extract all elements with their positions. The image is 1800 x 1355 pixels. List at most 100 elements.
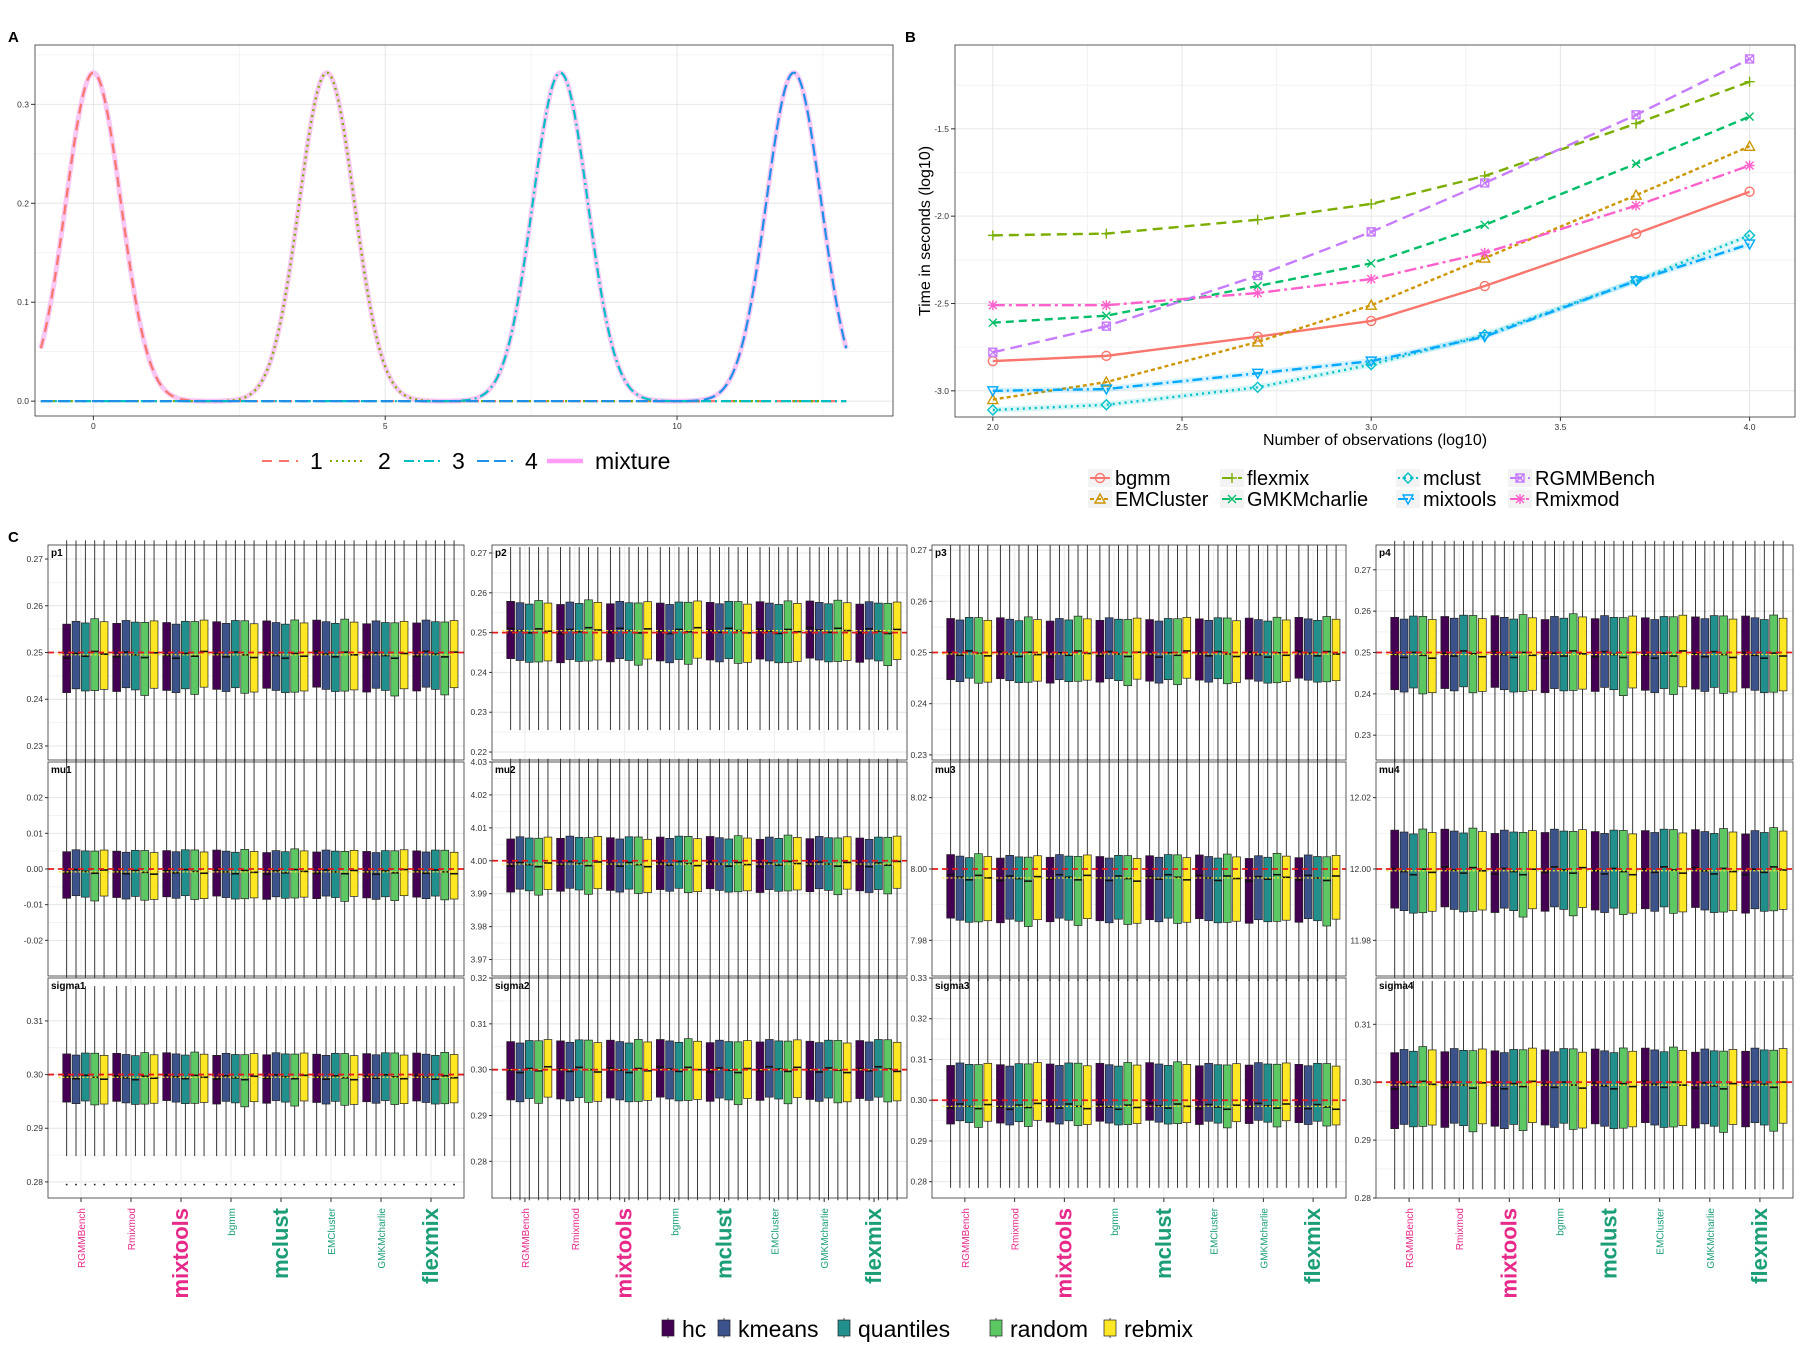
- series-RGMMBench-point: [1744, 54, 1755, 64]
- box-body: [281, 851, 290, 899]
- box-bgmm-random: [1568, 980, 1578, 1190]
- box-RGMMBench-random: [974, 975, 983, 1188]
- box-body: [1518, 1049, 1528, 1131]
- box-EMCluster-rebmix: [793, 975, 802, 1201]
- box-RGMMBench-quantiles: [1409, 758, 1418, 980]
- panel-b-xtick-label: 4.0: [1744, 422, 1756, 432]
- box-Rmixmod-random: [1468, 980, 1478, 1190]
- box-body: [874, 1039, 883, 1098]
- box-body: [643, 601, 652, 660]
- box-outlier: [65, 1183, 68, 1186]
- box-Rmixmod-random: [1024, 975, 1033, 1188]
- box-flexmix-hc: [1741, 980, 1750, 1190]
- box-body: [440, 621, 449, 696]
- box-GMKMcharlie-rebmix: [1282, 545, 1291, 760]
- facet-strip-label: mu1: [51, 765, 72, 776]
- box-outlier: [243, 1183, 246, 1186]
- box-Rmixmod-kmeans: [1005, 758, 1014, 980]
- box-outlier: [265, 1183, 268, 1186]
- box-GMKMcharlie-rebmix: [1728, 980, 1738, 1190]
- facet-ytick-label: 0.24: [1354, 689, 1371, 699]
- facet-border: [1375, 761, 1794, 977]
- series-RGMMBench-point: [1631, 110, 1641, 120]
- legend-b-marker-mixtools: [1401, 494, 1415, 506]
- box-EMCluster-quantiles: [1213, 545, 1223, 760]
- facet-ytick-label: -0.01: [24, 900, 44, 910]
- box-body: [996, 857, 1005, 924]
- facet-ytick-label: 0.25: [1354, 648, 1371, 658]
- box-body: [1263, 1063, 1272, 1123]
- box-Rmixmod-random: [1024, 758, 1033, 980]
- panel-b-label: B: [905, 29, 916, 46]
- box-body: [1095, 856, 1105, 922]
- box-body: [240, 849, 249, 900]
- xaxis-package-label-EMCluster: EMCluster: [1656, 1207, 1667, 1254]
- box-RGMMBench-rebmix: [1427, 758, 1437, 980]
- box-body: [381, 622, 390, 691]
- box-body: [1073, 856, 1083, 926]
- series-mixtools: [986, 239, 1756, 398]
- legend-c-label-quantiles: quantiles: [858, 1316, 950, 1342]
- box-body: [1114, 618, 1123, 682]
- box-body: [1760, 1049, 1769, 1126]
- box-body: [1600, 1050, 1609, 1127]
- xaxis-package-label-flexmix: flexmix: [861, 1207, 886, 1284]
- box-RGMMBench-rebmix: [543, 975, 553, 1201]
- xaxis-package-label-GMKMcharlie: GMKMcharlie: [377, 1208, 388, 1269]
- facet-ytick-label: 4.02: [470, 790, 487, 800]
- box-body: [162, 850, 171, 898]
- box-body: [1390, 1052, 1399, 1129]
- box-mixtools-rebmix: [643, 758, 652, 980]
- box-RGMMBench-quantiles: [81, 540, 90, 765]
- box-body: [1132, 1064, 1142, 1124]
- series-RGMMBench: [988, 54, 1755, 358]
- box-body: [1322, 856, 1332, 927]
- box-body: [1244, 858, 1254, 924]
- box-mixtools-random: [190, 540, 199, 765]
- series-GMKMcharlie: [988, 112, 1755, 328]
- panel-a-ytick-label: 0.0: [17, 396, 29, 406]
- series-mixtools-point: [1365, 356, 1378, 368]
- panel-b-border: [954, 44, 1796, 418]
- box-mixtools-rebmix: [199, 986, 209, 1186]
- series-Rmixmod-point: [1631, 200, 1642, 211]
- box-bgmm-rebmix: [693, 546, 702, 731]
- series-RGMMBench-point: [1366, 227, 1376, 237]
- box-bgmm-hc: [1540, 540, 1550, 765]
- box-bgmm-quantiles: [231, 758, 240, 980]
- box-Rmixmod-quantiles: [1459, 540, 1468, 765]
- box-mclust-kmeans: [271, 758, 281, 980]
- box-outlier: [275, 1183, 277, 1186]
- facet-ytick-label: 0.26: [910, 596, 927, 606]
- facet-p2: 0.22 0.23 0.24 0.25 0.26 0.27 p2: [470, 544, 908, 761]
- series-GMKMcharlie-point: [1480, 220, 1490, 230]
- legend-b-marker-Rmixmod: [1515, 494, 1525, 504]
- legend-c-key-rebmix: [1103, 1319, 1117, 1337]
- box-Rmixmod-rebmix: [1478, 980, 1487, 1190]
- facet-ytick-label: 3.97: [470, 955, 487, 965]
- series-EMCluster-point: [1629, 188, 1643, 200]
- facet-ytick-label: 0.29: [910, 1136, 927, 1146]
- xaxis-package-label-bgmm: bgmm: [671, 1208, 682, 1236]
- legend-b-marker-mclust: [1402, 472, 1414, 484]
- xaxis-package-label-bgmm: bgmm: [1555, 1208, 1566, 1236]
- box-GMKMcharlie-random: [390, 986, 399, 1186]
- box-EMCluster-random: [783, 975, 793, 1201]
- legend-b-label-mclust: mclust: [1423, 468, 1481, 490]
- box-flexmix-random: [883, 546, 893, 731]
- facet-sigma1: 0.28 0.29 0.30 0.31 sigma1 RGMMBench Rmixmod mi…: [26, 977, 465, 1298]
- box-body: [340, 851, 349, 902]
- facet-sigma2: 0.28 0.29 0.30 0.31 0.32 sigma2 RGMMBench Rmixm…: [470, 973, 908, 1298]
- facet-strip-label: p2: [495, 548, 507, 559]
- box-outlier: [1226, 979, 1229, 981]
- xaxis-package-label-EMCluster: EMCluster: [1210, 1207, 1221, 1254]
- box-body: [1728, 1049, 1738, 1125]
- series-EMCluster-point: [986, 393, 1000, 405]
- panel-a-ytick-label: 0.2: [17, 198, 29, 208]
- legend-c-key-kmeans: [717, 1319, 731, 1337]
- box-GMKMcharlie-hc: [805, 758, 815, 980]
- box-body: [181, 849, 190, 897]
- box-body: [1678, 1050, 1688, 1126]
- facet-ytick-label: 0.31: [26, 1016, 43, 1026]
- series-GMKMcharlie-point: [1101, 311, 1111, 321]
